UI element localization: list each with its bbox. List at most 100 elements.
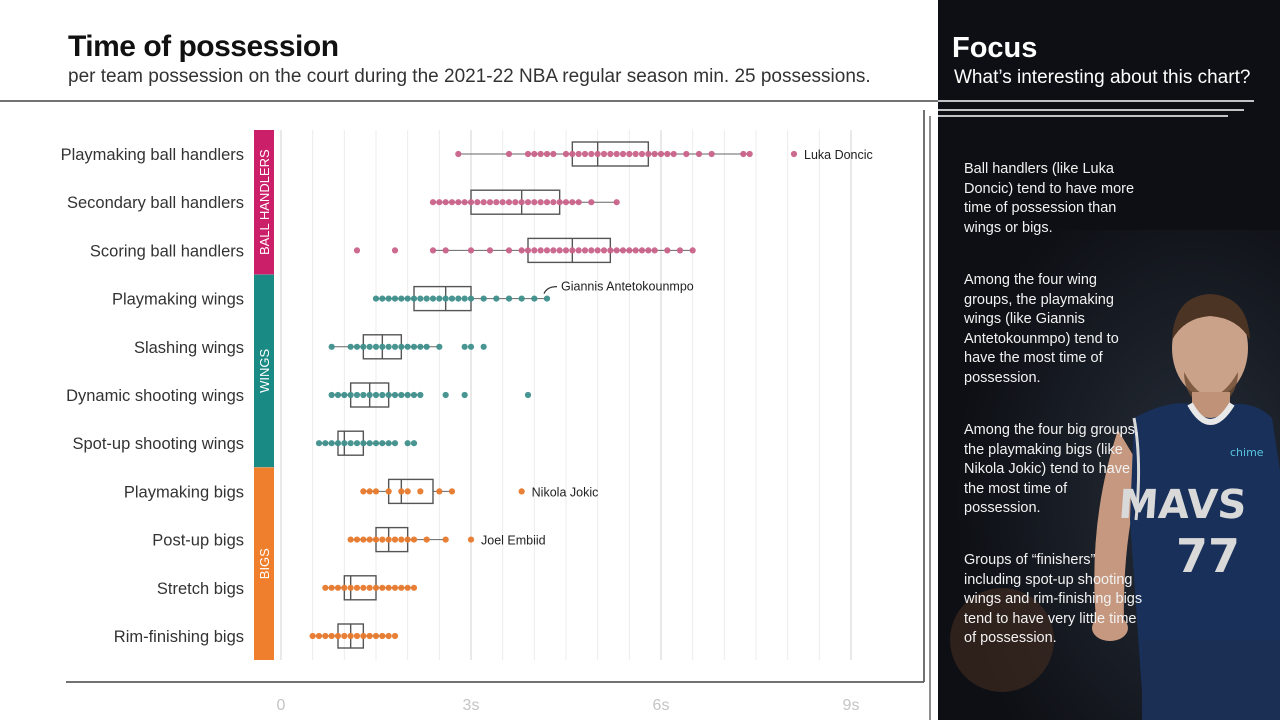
data-point	[379, 343, 386, 350]
data-point	[353, 536, 361, 543]
data-point	[372, 343, 380, 350]
data-point	[385, 440, 392, 447]
data-point	[429, 247, 437, 254]
data-point	[505, 295, 513, 302]
data-point	[480, 295, 487, 302]
data-point	[512, 199, 519, 206]
data-point	[347, 391, 354, 399]
data-point	[379, 584, 386, 591]
data-point	[790, 150, 798, 158]
data-point	[328, 343, 335, 350]
data-point	[550, 247, 557, 254]
data-point	[391, 295, 399, 302]
category-label: Playmaking wings	[112, 291, 244, 309]
data-point	[372, 440, 380, 447]
data-point	[613, 150, 620, 158]
data-point	[746, 150, 753, 158]
data-point	[360, 632, 367, 640]
data-point	[436, 488, 443, 495]
data-point	[366, 632, 373, 640]
data-point	[436, 199, 443, 206]
data-point	[353, 391, 361, 399]
data-point	[518, 199, 525, 206]
data-point	[664, 150, 671, 158]
data-point	[360, 536, 367, 543]
annotation-label: Luka Doncic	[804, 148, 873, 162]
data-point	[391, 391, 399, 399]
data-point	[531, 247, 538, 254]
data-point	[334, 391, 342, 399]
data-point	[385, 632, 392, 640]
group-label: WINGS	[257, 349, 272, 393]
data-point	[334, 440, 342, 447]
data-point	[676, 247, 684, 254]
data-point	[347, 440, 354, 447]
data-point	[347, 536, 354, 543]
data-point	[391, 343, 399, 350]
data-point	[442, 295, 449, 302]
data-point	[531, 295, 538, 302]
data-point	[391, 536, 399, 543]
data-point	[543, 295, 551, 302]
data-point	[341, 440, 348, 447]
data-point	[632, 150, 639, 158]
data-point	[543, 199, 551, 206]
group-label: BALL HANDLERS	[257, 149, 272, 255]
data-point	[467, 343, 475, 350]
data-point	[417, 343, 424, 350]
data-point	[417, 488, 424, 495]
data-point	[372, 584, 380, 591]
data-point	[410, 440, 418, 447]
data-point	[334, 632, 342, 640]
data-point	[423, 343, 430, 350]
data-point	[328, 632, 335, 640]
data-point	[670, 150, 677, 158]
data-point	[429, 295, 437, 302]
x-axis: 0 3s 6s 9s	[277, 697, 860, 714]
data-point	[410, 295, 418, 302]
data-point	[379, 391, 386, 399]
data-point	[581, 247, 589, 254]
data-point	[372, 295, 380, 302]
annotation-label: Giannis Antetokounmpo	[561, 280, 694, 294]
data-point	[461, 391, 468, 399]
data-point	[486, 247, 494, 254]
data-point	[543, 247, 551, 254]
data-point	[353, 343, 361, 350]
chart-title: Time of possession	[68, 30, 339, 63]
data-point	[385, 488, 392, 495]
data-point	[455, 295, 462, 302]
data-point	[486, 199, 494, 206]
jersey-wordmark: MAVS	[1117, 482, 1248, 528]
data-point	[524, 247, 532, 254]
data-point	[404, 488, 411, 495]
data-point	[404, 584, 411, 591]
data-point	[385, 343, 392, 350]
data-point	[341, 632, 348, 640]
data-point	[537, 199, 544, 206]
data-point	[315, 440, 323, 447]
category-label: Playmaking ball handlers	[61, 146, 244, 164]
data-point	[588, 247, 595, 254]
data-point	[588, 199, 595, 206]
data-point	[562, 150, 570, 158]
data-point	[398, 488, 405, 495]
data-point	[524, 199, 532, 206]
data-point	[569, 199, 576, 206]
data-point	[353, 247, 361, 254]
data-point	[379, 632, 386, 640]
data-point	[524, 391, 532, 399]
data-point	[524, 150, 532, 158]
data-point	[322, 584, 329, 591]
jersey-number: 77	[1176, 529, 1240, 583]
data-point	[493, 295, 500, 302]
data-point	[505, 150, 513, 158]
grid-lines	[280, 130, 852, 660]
data-point	[613, 199, 620, 206]
data-point	[499, 199, 506, 206]
category-label: Rim-finishing bigs	[114, 628, 244, 646]
data-point	[341, 584, 348, 591]
data-point	[556, 199, 563, 206]
focus-paragraph: Among the four wing groups, the playmaki…	[964, 272, 1119, 386]
data-point	[537, 150, 544, 158]
